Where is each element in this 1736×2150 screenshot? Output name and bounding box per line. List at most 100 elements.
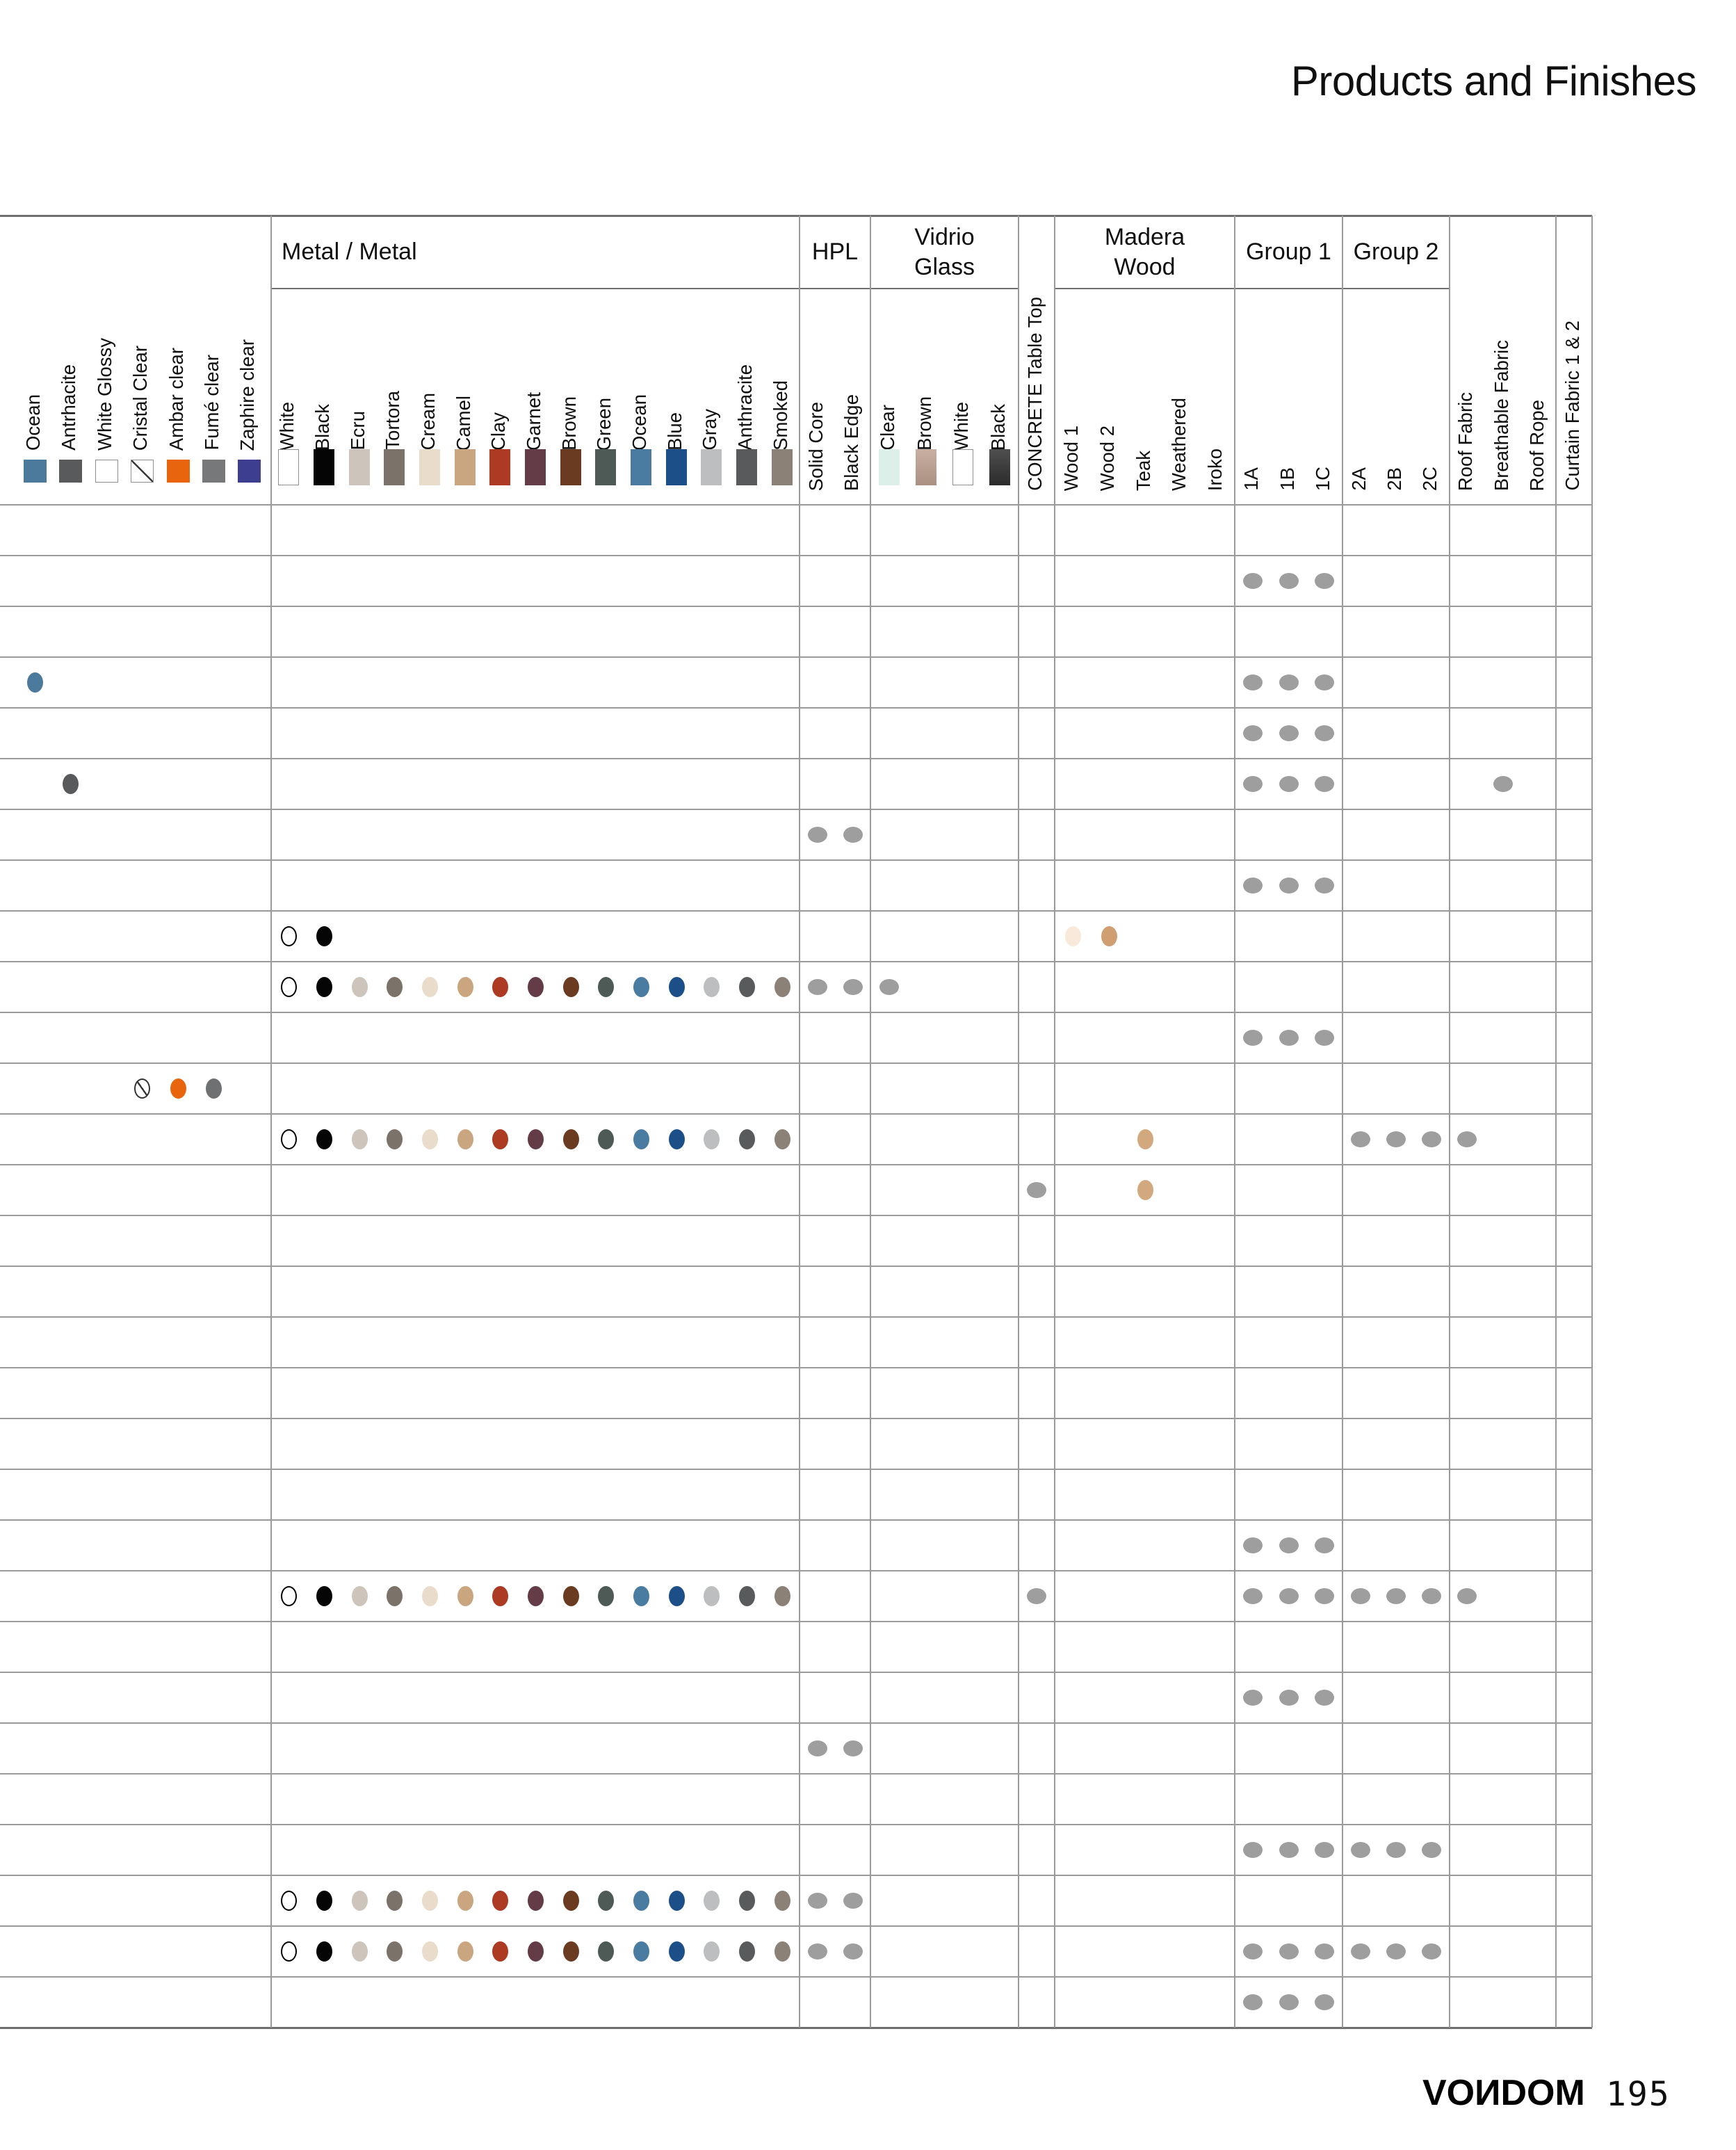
grid-line: [0, 1570, 1592, 1571]
finish-dot: [1279, 1588, 1299, 1604]
finish-dot: [1137, 1129, 1153, 1149]
color-swatch-m_blue: [666, 449, 687, 485]
column-label-curtain: Curtain Fabric 1 & 2: [1561, 321, 1583, 491]
finish-dot: [668, 1586, 685, 1606]
finish-dot: [316, 926, 332, 946]
finish-dot: [738, 977, 755, 997]
color-swatch-m_tortora: [384, 449, 405, 485]
finish-dot: [597, 1129, 614, 1149]
finish-dot: [843, 1740, 863, 1756]
color-swatch-v_white: [952, 449, 973, 485]
column-label-m_camel: Camel: [453, 395, 474, 451]
finish-dot: [597, 977, 614, 997]
grid-line: [0, 1316, 1592, 1318]
finish-dot: [1279, 776, 1299, 792]
column-label-roof: Roof Fabric: [1454, 391, 1476, 491]
finish-dot: [457, 1941, 473, 1962]
finish-dot: [1243, 1994, 1263, 2010]
finish-dot: [1315, 1994, 1334, 2010]
column-label-fg_antrhacite: Antrhacite: [58, 364, 79, 451]
column-label-breathable: Breathable Fabric: [1491, 339, 1512, 491]
finish-dot: [1279, 725, 1299, 741]
finish-dot: [1351, 1131, 1370, 1147]
grid-line: [0, 1367, 1592, 1368]
grid-line: [1055, 288, 1450, 289]
finish-dot: [774, 1941, 790, 1962]
column-label-v_clear: Clear: [877, 405, 898, 451]
finish-dot: [633, 1129, 649, 1149]
color-swatch-v_black: [989, 449, 1010, 485]
finish-dot: [1457, 1131, 1477, 1147]
finish-dot: [386, 1941, 403, 1962]
finish-dot: [668, 977, 685, 997]
column-label-v_white: White: [950, 401, 972, 451]
finish-dot: [492, 1586, 508, 1606]
finish-dot: [738, 1891, 755, 1911]
finish-dot: [1137, 1180, 1153, 1200]
finish-dot: [1457, 1588, 1477, 1604]
finish-dot: [633, 1941, 649, 1962]
finish-dot: [1243, 776, 1263, 792]
finish-dot: [1386, 1131, 1406, 1147]
finish-dot: [421, 1891, 438, 1911]
finish-dot: [527, 1941, 544, 1962]
finish-dot: [1351, 1943, 1370, 1959]
grid-line: [1591, 216, 1593, 2028]
finish-dot: [1422, 1588, 1441, 1604]
finish-dot: [668, 1891, 685, 1911]
finish-dot: [316, 1891, 332, 1911]
column-label-fg_ocean: Ocean: [22, 394, 44, 451]
color-swatch-fg_white: [95, 460, 118, 483]
finish-dot: [280, 1129, 297, 1149]
finish-dot: [808, 827, 827, 843]
page-title: Products and Finishes: [1290, 58, 1697, 104]
finish-dot: [386, 1129, 403, 1149]
finish-dot: [1243, 1943, 1263, 1959]
finish-dot: [280, 1941, 297, 1962]
finish-dot: [421, 1129, 438, 1149]
finish-dot: [205, 1078, 222, 1099]
finish-dot: [808, 1740, 827, 1756]
finish-dot: [1243, 878, 1263, 894]
color-swatch-fg_antrhacite: [58, 460, 82, 483]
column-label-g2a: 2A: [1348, 467, 1370, 491]
grid-line: [870, 216, 871, 2028]
grid-line: [0, 1925, 1592, 1927]
color-swatch-m_brown: [560, 449, 581, 485]
column-label-v_black: Black: [987, 403, 1009, 451]
color-swatch-v_clear: [879, 449, 900, 485]
finish-dot: [668, 1129, 685, 1149]
finish-dot: [1243, 1030, 1263, 1046]
column-label-m_black: Black: [311, 403, 333, 451]
column-label-m_gray: Gray: [699, 409, 720, 451]
finish-dot: [1386, 1842, 1406, 1858]
finish-dot: [351, 1891, 368, 1911]
finish-dot: [26, 672, 43, 693]
color-swatch-fg_cristal: [130, 460, 154, 483]
finish-dot: [808, 1943, 827, 1959]
column-label-g2b: 2B: [1384, 467, 1405, 491]
color-swatch-m_black: [314, 449, 334, 485]
grid-line: [0, 1519, 1592, 1521]
column-label-g1b: 1B: [1276, 467, 1298, 491]
column-label-hpl_solid: Solid Core: [805, 401, 827, 491]
finish-dot: [703, 1941, 720, 1962]
finish-dot: [738, 1129, 755, 1149]
finish-dot: [280, 1891, 297, 1911]
finish-dot: [633, 977, 649, 997]
finish-dot: [1064, 926, 1081, 946]
grid-line: [0, 1672, 1592, 1673]
finish-dot: [492, 1941, 508, 1962]
finish-dot: [492, 977, 508, 997]
grid-line: [0, 1469, 1592, 1470]
finish-dot: [1315, 1588, 1334, 1604]
finish-dot: [492, 1129, 508, 1149]
grid-line: [0, 1824, 1592, 1825]
color-swatch-m_garnet: [525, 449, 546, 485]
group-header-madera: Madera Wood: [1104, 224, 1185, 280]
column-label-m_garnet: Garnet: [523, 391, 544, 451]
finish-dot: [562, 1129, 579, 1149]
column-label-fg_fume: Fumé clear: [201, 355, 222, 451]
column-label-fg_white: White Glossy: [94, 338, 115, 451]
finish-dot: [703, 1891, 720, 1911]
